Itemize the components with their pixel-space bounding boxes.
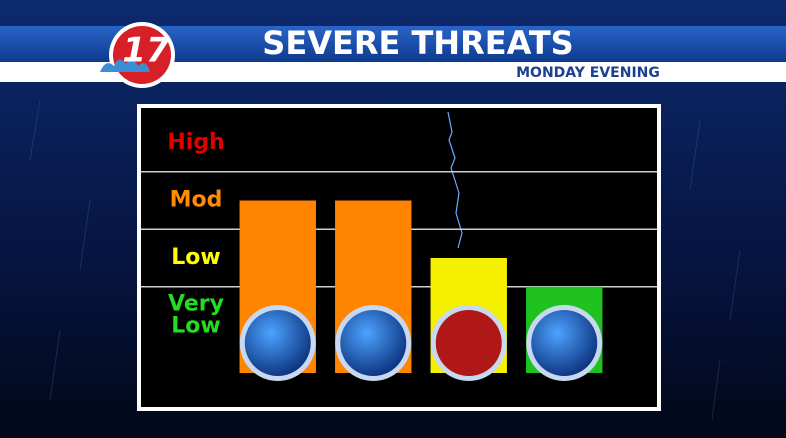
y-tick-label: Mod — [170, 188, 223, 213]
rain — [29, 99, 741, 421]
y-tick-label: High — [167, 130, 224, 155]
y-tick-label-line: Very — [168, 292, 224, 317]
subtitle: MONDAY EVENING — [516, 65, 660, 81]
threat-icon-face — [531, 310, 598, 376]
y-tick-label: Very Low — [168, 292, 224, 339]
lightning — [447, 111, 463, 249]
y-tick-label-line: Low — [171, 245, 220, 270]
threat-icon-face — [244, 310, 311, 376]
title: SEVERE THREATS — [262, 24, 573, 62]
threat-icon-face — [340, 310, 407, 376]
y-tick-label-line: Mod — [170, 188, 223, 213]
subtitle-band — [0, 62, 786, 82]
threat-icon-face — [435, 310, 502, 376]
y-tick-label-line: Low — [171, 314, 220, 339]
y-tick-label: Low — [171, 245, 220, 270]
logo-text: 17 — [122, 31, 170, 71]
y-tick-label-line: High — [167, 130, 224, 155]
logo: 17 — [100, 22, 175, 88]
